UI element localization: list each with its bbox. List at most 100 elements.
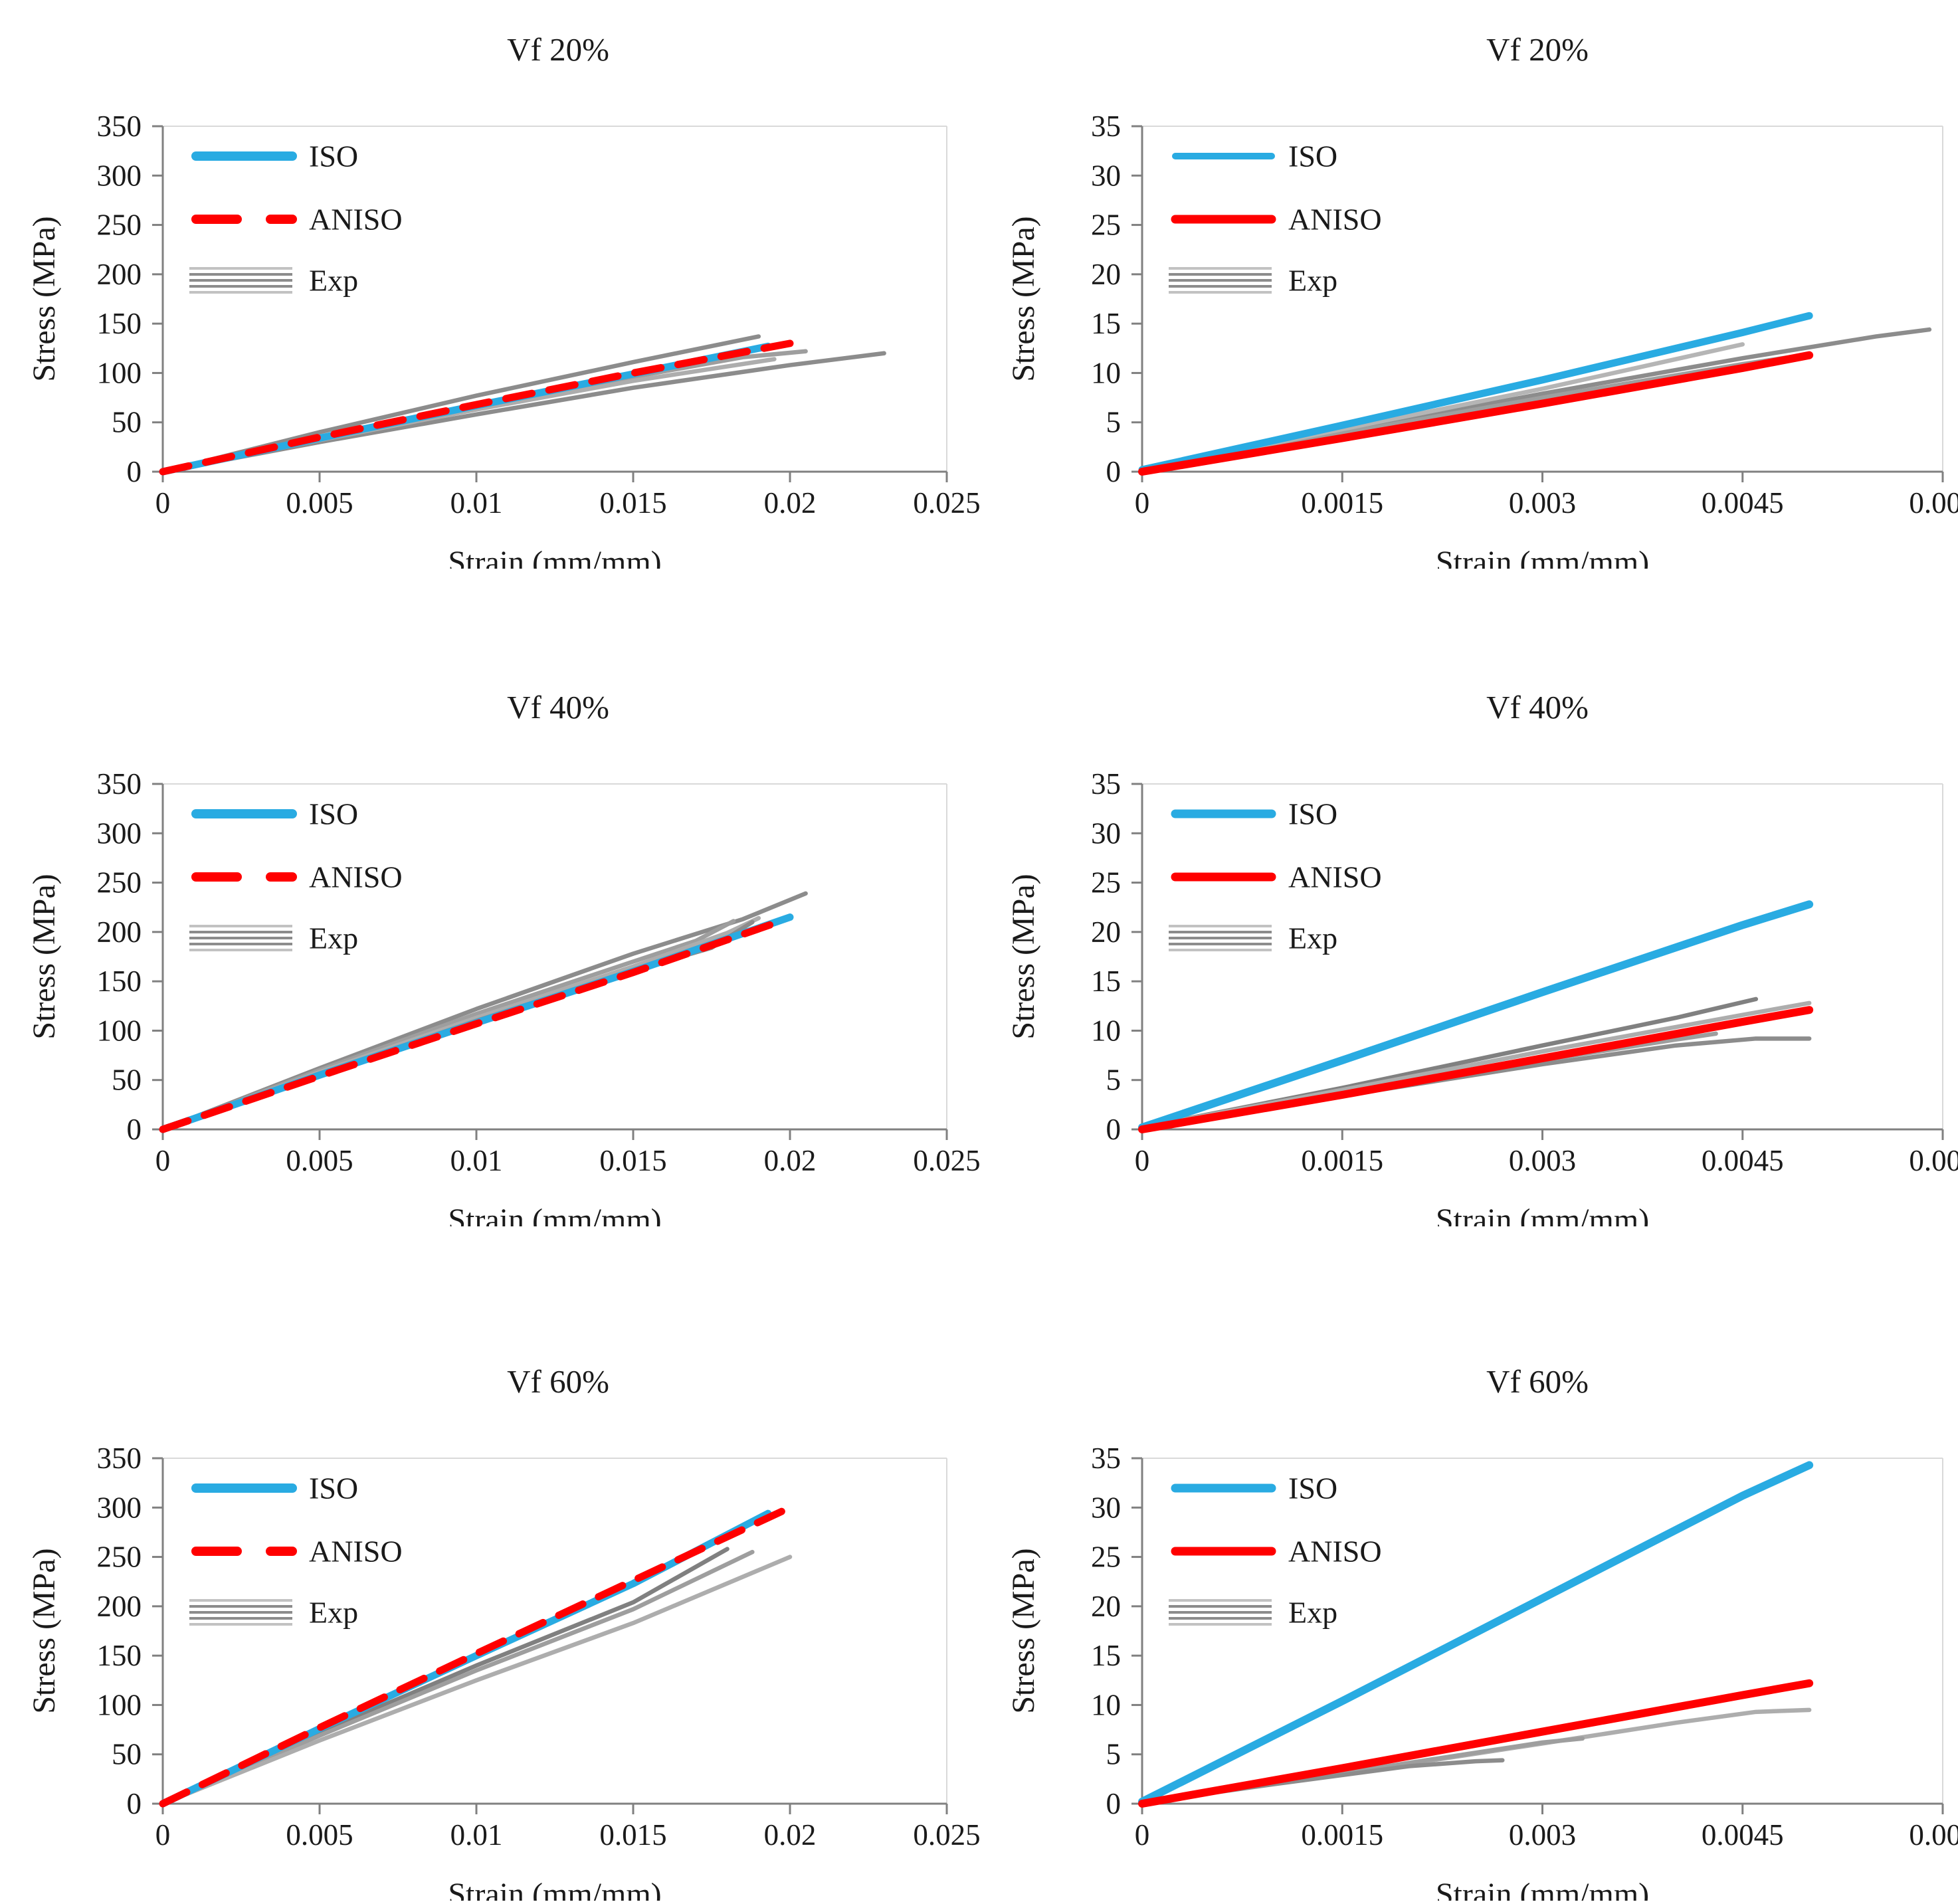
svg-text:250: 250 <box>97 209 142 242</box>
svg-text:ISO: ISO <box>1288 797 1337 831</box>
plot-canvas-vf20-right: 0 5 10 15 20 25 30 35 0 0.0015 0.003 0.0045 0.006 Str… <box>1006 110 1958 569</box>
plot-canvas-vf40-left: 0 50 100 150 200 250 300 350 0 0.005 0.01 0.015 0.02… <box>27 767 981 1226</box>
svg-text:0.02: 0.02 <box>764 1818 817 1852</box>
svg-text:0: 0 <box>127 1113 142 1146</box>
svg-text:0.02: 0.02 <box>764 1144 817 1177</box>
svg-text:0: 0 <box>1135 486 1150 520</box>
svg-text:350: 350 <box>97 767 142 801</box>
svg-text:0: 0 <box>1106 1113 1122 1146</box>
svg-text:15: 15 <box>1091 965 1121 998</box>
svg-text:0: 0 <box>155 1818 171 1852</box>
svg-text:350: 350 <box>97 1442 142 1475</box>
svg-text:Exp: Exp <box>1288 1596 1337 1630</box>
svg-text:ISO: ISO <box>1288 1472 1337 1505</box>
svg-text:0.015: 0.015 <box>599 1818 666 1852</box>
svg-text:0.006: 0.006 <box>1909 486 1958 520</box>
svg-text:0.025: 0.025 <box>913 1818 980 1852</box>
svg-text:250: 250 <box>97 866 142 900</box>
svg-text:50: 50 <box>112 406 142 439</box>
svg-text:10: 10 <box>1091 1014 1121 1047</box>
svg-text:0.025: 0.025 <box>913 486 980 520</box>
chart-vf20-left: Vf 20% 0 50 100 150 200 250 300 350 0 0.005 0.01 0.… <box>27 31 1005 569</box>
svg-text:15: 15 <box>1091 1639 1121 1672</box>
svg-text:100: 100 <box>97 1014 142 1047</box>
svg-text:25: 25 <box>1091 209 1121 242</box>
svg-text:50: 50 <box>112 1738 142 1771</box>
svg-text:ANISO: ANISO <box>1288 1535 1382 1569</box>
svg-text:10: 10 <box>1091 356 1121 389</box>
svg-text:Exp: Exp <box>1288 921 1337 955</box>
svg-text:100: 100 <box>97 1688 142 1721</box>
svg-text:0.005: 0.005 <box>286 1818 353 1852</box>
svg-text:0.005: 0.005 <box>286 486 353 520</box>
svg-text:Exp: Exp <box>309 921 358 955</box>
svg-text:150: 150 <box>97 307 142 340</box>
svg-text:0.0045: 0.0045 <box>1702 1818 1784 1852</box>
svg-text:ISO: ISO <box>309 1472 358 1505</box>
svg-text:250: 250 <box>97 1541 142 1574</box>
svg-text:Stress (MPa): Stress (MPa) <box>1006 874 1041 1039</box>
svg-text:0.006: 0.006 <box>1909 1818 1958 1852</box>
svg-text:0.01: 0.01 <box>450 1144 503 1177</box>
svg-text:0.01: 0.01 <box>450 1818 503 1852</box>
svg-text:35: 35 <box>1091 110 1121 143</box>
svg-text:350: 350 <box>97 110 142 143</box>
chart-vf40-right: Vf 40% 0 5 10 15 20 25 30 35 0 0.0015 0.003 0.0045 0… <box>1006 688 1958 1226</box>
svg-text:25: 25 <box>1091 866 1121 900</box>
chart-vf60-right: Vf 60% 0 5 10 15 20 25 30 35 0 0.0015 0.003 0.0045 0… <box>1006 1363 1958 1901</box>
svg-text:0.01: 0.01 <box>450 486 503 520</box>
svg-text:0: 0 <box>155 486 171 520</box>
svg-text:Stress (MPa): Stress (MPa) <box>1006 216 1041 381</box>
svg-text:200: 200 <box>97 915 142 949</box>
chart-title: Vf 20% <box>1486 31 1589 68</box>
svg-text:Strain (mm/mm): Strain (mm/mm) <box>1436 1202 1649 1226</box>
svg-text:5: 5 <box>1106 406 1122 439</box>
svg-text:ISO: ISO <box>309 140 358 173</box>
svg-text:10: 10 <box>1091 1688 1121 1721</box>
svg-text:20: 20 <box>1091 258 1121 291</box>
svg-text:300: 300 <box>97 816 142 850</box>
svg-text:0: 0 <box>1106 1787 1122 1820</box>
svg-text:15: 15 <box>1091 307 1121 340</box>
svg-text:200: 200 <box>97 1590 142 1623</box>
svg-text:Stress (MPa): Stress (MPa) <box>1006 1548 1041 1713</box>
chart-title: Vf 40% <box>507 689 609 725</box>
chart-title: Vf 60% <box>507 1363 609 1400</box>
svg-text:30: 30 <box>1091 159 1121 192</box>
plot-canvas-vf20-left: 0 50 100 150 200 250 300 350 0 0.005 0.01 0.015 0.02… <box>27 110 981 569</box>
plot-canvas-vf60-left: 0 50 100 150 200 250 300 350 0 0.005 0.01 0.015 0.02… <box>27 1442 981 1901</box>
plot-canvas-vf40-right: 0 5 10 15 20 25 30 35 0 0.0015 0.003 0.0045 0.006 Str… <box>1006 767 1958 1226</box>
svg-text:25: 25 <box>1091 1541 1121 1574</box>
svg-text:ANISO: ANISO <box>1288 203 1382 237</box>
svg-text:100: 100 <box>97 356 142 389</box>
svg-text:ANISO: ANISO <box>309 860 403 894</box>
svg-text:30: 30 <box>1091 1491 1121 1524</box>
svg-text:0.003: 0.003 <box>1509 1144 1576 1177</box>
svg-text:Exp: Exp <box>309 1596 358 1630</box>
svg-text:50: 50 <box>112 1064 142 1097</box>
svg-text:300: 300 <box>97 1491 142 1524</box>
svg-text:0.006: 0.006 <box>1909 1144 1958 1177</box>
svg-text:35: 35 <box>1091 767 1121 801</box>
svg-text:Exp: Exp <box>309 264 358 298</box>
svg-text:0.015: 0.015 <box>599 1144 666 1177</box>
plot-canvas-vf60-right: 0 5 10 15 20 25 30 35 0 0.0015 0.003 0.0045 0.006 Str… <box>1006 1442 1958 1901</box>
svg-text:Strain (mm/mm): Strain (mm/mm) <box>448 545 661 569</box>
svg-text:30: 30 <box>1091 816 1121 850</box>
svg-text:ANISO: ANISO <box>309 203 403 237</box>
svg-text:0.0015: 0.0015 <box>1301 1818 1383 1852</box>
svg-text:ANISO: ANISO <box>309 1535 403 1569</box>
svg-text:Stress (MPa): Stress (MPa) <box>27 1548 62 1713</box>
svg-text:0: 0 <box>1106 455 1122 488</box>
svg-text:0.0015: 0.0015 <box>1301 486 1383 520</box>
svg-text:ANISO: ANISO <box>1288 860 1382 894</box>
svg-text:0.02: 0.02 <box>764 486 817 520</box>
svg-text:200: 200 <box>97 258 142 291</box>
svg-text:0.015: 0.015 <box>599 486 666 520</box>
svg-text:0: 0 <box>1135 1818 1150 1852</box>
svg-text:150: 150 <box>97 1639 142 1672</box>
svg-text:35: 35 <box>1091 1442 1121 1475</box>
svg-text:ISO: ISO <box>1288 140 1337 173</box>
svg-text:0.0045: 0.0045 <box>1702 1144 1784 1177</box>
